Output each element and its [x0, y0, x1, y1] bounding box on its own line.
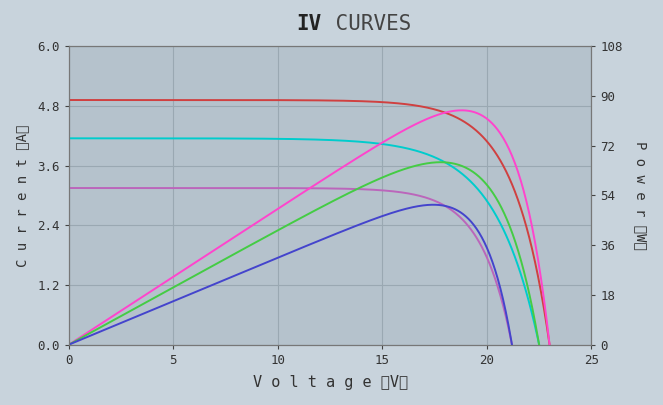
Text: IV: IV [296, 14, 322, 34]
Y-axis label: C u r r e n t 〈A〉: C u r r e n t 〈A〉 [15, 124, 29, 266]
Y-axis label: P o w e r 〈W〉: P o w e r 〈W〉 [634, 141, 648, 250]
Text: CURVES: CURVES [323, 14, 411, 34]
X-axis label: V o l t a g e 〈V〉: V o l t a g e 〈V〉 [253, 375, 408, 390]
